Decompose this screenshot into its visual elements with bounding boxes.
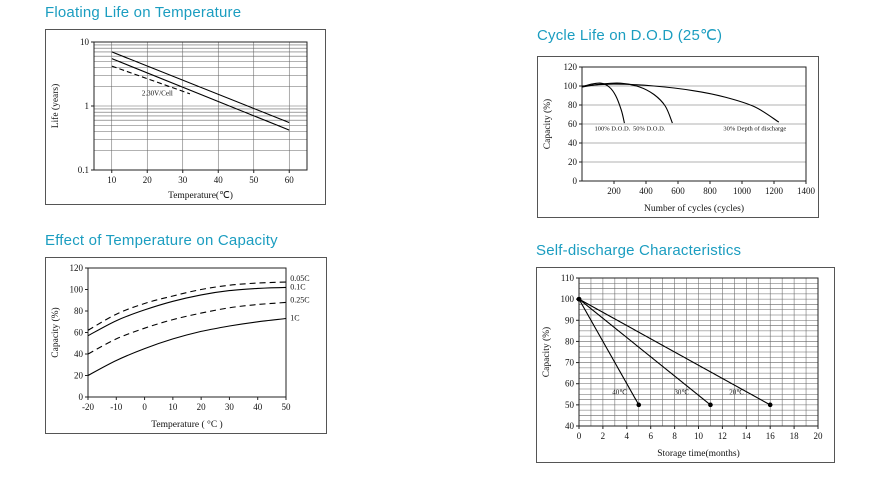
svg-text:12: 12: [718, 431, 727, 441]
svg-text:0.05C: 0.05C: [290, 274, 309, 283]
svg-text:20: 20: [197, 402, 207, 412]
svg-text:100: 100: [564, 81, 578, 91]
svg-text:Number of cycles (cycles): Number of cycles (cycles): [644, 203, 744, 214]
svg-text:40℃: 40℃: [612, 388, 627, 396]
svg-text:Temperature(℃): Temperature(℃): [168, 190, 233, 201]
svg-text:18: 18: [790, 431, 800, 441]
svg-text:30: 30: [178, 175, 188, 185]
svg-text:1: 1: [85, 101, 90, 111]
svg-text:50: 50: [565, 400, 575, 410]
svg-text:40: 40: [214, 175, 224, 185]
svg-text:-10: -10: [110, 402, 122, 412]
svg-text:200: 200: [607, 186, 621, 196]
svg-text:120: 120: [70, 263, 84, 273]
chart-title-cycle-life: Cycle Life on D.O.D (25℃): [537, 27, 723, 44]
svg-text:2.30V/Cell: 2.30V/Cell: [142, 90, 173, 98]
svg-text:60: 60: [74, 328, 84, 338]
svg-text:0.1C: 0.1C: [290, 283, 305, 292]
svg-text:80: 80: [565, 336, 575, 346]
svg-text:Storage time(months): Storage time(months): [657, 448, 740, 459]
temperature-capacity-chart: -20 -10 0 10 20 30 40 50 0 20 40 60 80 100 120 Temperat…: [50, 263, 310, 430]
svg-text:10: 10: [168, 402, 178, 412]
svg-text:10: 10: [107, 175, 117, 185]
svg-text:1200: 1200: [765, 186, 784, 196]
cycle-life-chart: 200 400 600 800 1000 1200 1400 0 20 40 60 80 100 120 N…: [542, 62, 816, 214]
svg-text:0: 0: [79, 392, 84, 402]
svg-text:0: 0: [577, 431, 582, 441]
svg-text:Capacity (%): Capacity (%): [50, 307, 61, 357]
svg-text:50: 50: [282, 402, 292, 412]
svg-text:30℃: 30℃: [674, 388, 689, 396]
svg-text:60: 60: [568, 119, 578, 129]
svg-text:60: 60: [565, 379, 575, 389]
svg-text:0: 0: [573, 176, 578, 186]
chart-title-self-discharge: Self-discharge Characteristics: [536, 242, 742, 259]
svg-text:1C: 1C: [290, 314, 299, 323]
svg-text:70: 70: [565, 358, 575, 368]
svg-text:50: 50: [249, 175, 259, 185]
chart-title-floating-life: Floating Life on Temperature: [45, 4, 242, 21]
svg-text:60: 60: [285, 175, 295, 185]
svg-text:30% Depth of discharge: 30% Depth of discharge: [723, 126, 786, 133]
svg-text:100: 100: [70, 285, 84, 295]
svg-text:20: 20: [814, 431, 824, 441]
svg-text:2: 2: [601, 431, 606, 441]
chart-box-cycle-life: 200 400 600 800 1000 1200 1400 0 20 40 60 80 100 120 N…: [537, 56, 819, 218]
svg-text:40: 40: [253, 402, 263, 412]
svg-text:120: 120: [564, 62, 578, 72]
svg-text:30: 30: [225, 402, 235, 412]
svg-text:8: 8: [672, 431, 677, 441]
svg-text:90: 90: [565, 315, 575, 325]
svg-text:4: 4: [625, 431, 630, 441]
svg-text:40: 40: [565, 421, 575, 431]
svg-text:Capacity (%): Capacity (%): [542, 99, 553, 149]
svg-text:0.25C: 0.25C: [290, 295, 309, 304]
svg-text:20: 20: [143, 175, 153, 185]
chart-box-floating-life: 10 20 30 40 50 60 0.1 1 10 Temperature(℃) Life (ye…: [45, 29, 326, 205]
svg-text:6: 6: [648, 431, 653, 441]
svg-text:100% D.O.D.: 100% D.O.D.: [595, 126, 631, 133]
svg-text:40: 40: [568, 138, 578, 148]
svg-text:400: 400: [639, 186, 653, 196]
chart-box-temperature-capacity: -20 -10 0 10 20 30 40 50 0 20 40 60 80 100 120 Temperat…: [45, 257, 327, 434]
svg-text:10: 10: [694, 431, 704, 441]
svg-text:0: 0: [142, 402, 147, 412]
svg-text:80: 80: [568, 100, 578, 110]
chart-panel-self-discharge: Self-discharge Characteristics 0 2 4 6 8 10 12…: [536, 242, 835, 463]
svg-text:800: 800: [703, 186, 717, 196]
svg-text:1400: 1400: [797, 186, 816, 196]
chart-panel-floating-life: Floating Life on Temperature 10 20 30 40 50 6…: [45, 4, 326, 205]
floating-life-chart: 10 20 30 40 50 60 0.1 1 10 Temperature(℃) Life (ye…: [50, 37, 308, 201]
self-discharge-chart: 0 2 4 6 8 10 12 14 16 18 20 40 50 60 70 80 90 100 110 Stora…: [541, 273, 824, 459]
chart-panel-cycle-life: Cycle Life on D.O.D (25℃) 200 400 600 800 10…: [537, 26, 819, 218]
svg-text:600: 600: [671, 186, 685, 196]
svg-text:20: 20: [568, 157, 578, 167]
svg-text:40: 40: [74, 349, 84, 359]
svg-text:10: 10: [80, 37, 90, 47]
chart-title-temperature-capacity: Effect of Temperature on Capacity: [45, 232, 278, 249]
svg-text:14: 14: [742, 431, 752, 441]
svg-text:20: 20: [74, 371, 84, 381]
svg-text:16: 16: [766, 431, 776, 441]
svg-text:Life (years): Life (years): [50, 84, 61, 129]
svg-text:0.1: 0.1: [78, 165, 89, 175]
svg-text:50% D.O.D.: 50% D.O.D.: [633, 126, 666, 133]
svg-text:110: 110: [561, 273, 575, 283]
chart-box-self-discharge: 0 2 4 6 8 10 12 14 16 18 20 40 50 60 70 80 90 100 110 Stora…: [536, 267, 835, 463]
svg-text:20℃: 20℃: [729, 388, 744, 396]
svg-text:Capacity (%): Capacity (%): [541, 327, 552, 377]
chart-panel-temperature-capacity: Effect of Temperature on Capacity -20 -10…: [45, 232, 327, 434]
svg-text:100: 100: [561, 294, 575, 304]
svg-text:1000: 1000: [733, 186, 752, 196]
svg-text:Temperature ( °C ): Temperature ( °C ): [151, 419, 222, 430]
svg-text:80: 80: [74, 306, 84, 316]
svg-text:-20: -20: [82, 402, 94, 412]
